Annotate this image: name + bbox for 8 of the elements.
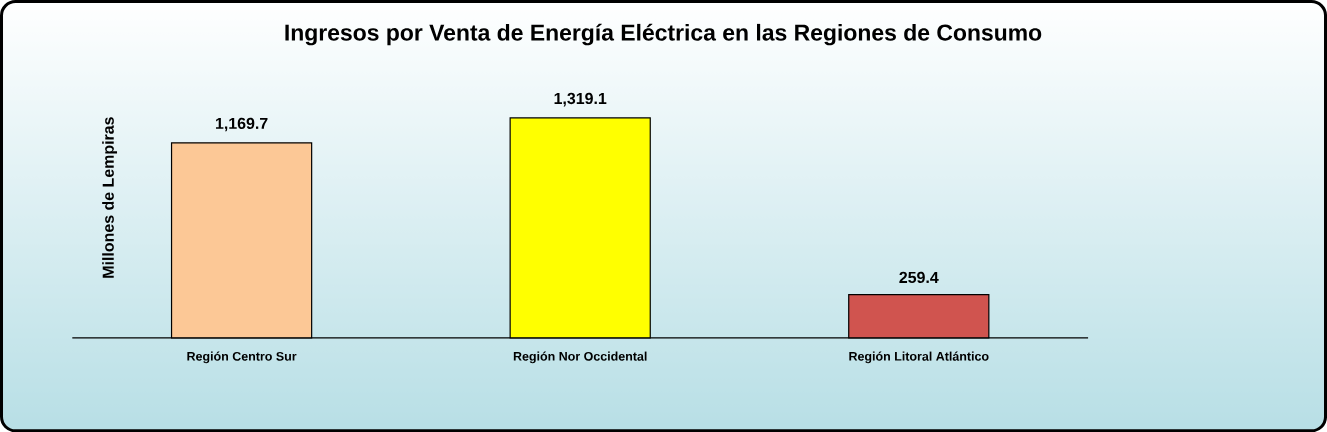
data-label: 1,319.1: [554, 92, 607, 107]
data-label: 259.4: [899, 271, 939, 283]
x-tick-label: Región Litoral Atlántico: [849, 351, 989, 364]
data-label: 1,169.7: [215, 117, 268, 132]
y-axis-title: Millones de Lempiras: [102, 117, 118, 278]
x-tick-label: Región Nor Occidental: [513, 351, 647, 364]
chart-title: Ingresos por Venta de Energía Eléctrica en las Regiones de Consumo: [285, 23, 1042, 46]
x-tick-label: Región Centro Sur: [187, 351, 297, 364]
